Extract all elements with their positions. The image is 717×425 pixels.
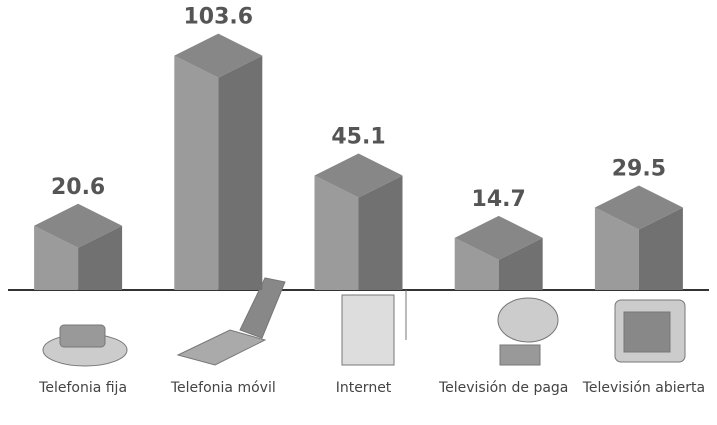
value-label: 103.6 — [184, 5, 254, 30]
bar-right-face — [218, 55, 263, 291]
mobile-icon-screen — [239, 277, 286, 339]
value-label: 29.5 — [612, 157, 666, 182]
category-label: Televisión de paga — [438, 380, 569, 396]
bar-left-face — [174, 55, 219, 291]
phone-icon-top — [59, 324, 106, 348]
bar — [594, 185, 683, 290]
bar-right-face — [78, 225, 123, 290]
bar-top-face — [34, 203, 123, 248]
category-label: Televisión abierta — [582, 380, 706, 396]
bar-left-face — [34, 225, 79, 290]
bar-left-face — [454, 237, 499, 290]
bar-right-face — [638, 207, 683, 290]
bar-top-face — [454, 215, 543, 260]
bar-right-face — [498, 237, 543, 290]
category-label: Telefonia fija — [39, 380, 128, 396]
icons — [42, 277, 686, 367]
bar — [454, 215, 543, 290]
bar-top-face — [314, 153, 403, 198]
value-label: 45.1 — [331, 125, 385, 150]
bar-left-face — [314, 175, 359, 290]
mobile-icon — [176, 329, 267, 366]
value-label: 14.7 — [472, 187, 526, 212]
bar-right-face — [358, 175, 403, 290]
bar-left-face — [594, 207, 639, 290]
category-label: Telefonia móvil — [170, 380, 276, 396]
dish-icon — [497, 297, 559, 343]
bar — [174, 33, 263, 291]
category-label: Internet — [335, 380, 392, 396]
bar — [34, 203, 123, 290]
dish-base — [499, 344, 541, 366]
router-icon — [341, 294, 395, 366]
tv-screen — [623, 311, 671, 353]
value-label: 20.6 — [51, 175, 105, 200]
bar-top-face — [594, 185, 683, 230]
bar — [314, 153, 403, 290]
bar-top-face — [174, 33, 263, 78]
